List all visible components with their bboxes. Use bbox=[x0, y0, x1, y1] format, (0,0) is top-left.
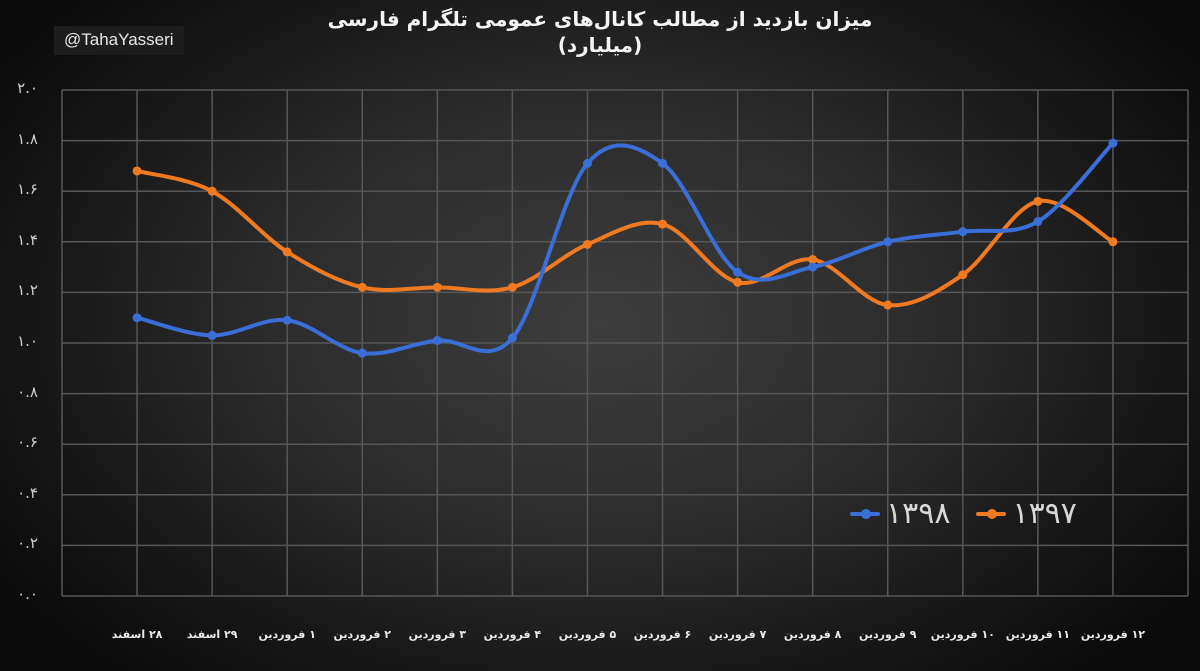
series-line-۱۳۹۸ bbox=[135, 141, 1115, 356]
data-point-marker bbox=[733, 267, 743, 277]
data-point-marker bbox=[132, 313, 142, 323]
data-point-marker bbox=[658, 158, 668, 168]
data-point-marker bbox=[432, 335, 442, 345]
data-point-marker bbox=[958, 227, 968, 237]
y-tick-label: ۰.۶ bbox=[17, 433, 38, 452]
legend-item-1397: ۱۳۹۷ bbox=[976, 496, 1076, 531]
data-point-marker bbox=[1033, 217, 1043, 227]
data-point-marker bbox=[357, 348, 367, 358]
x-tick-label: ۸ فروردین bbox=[783, 628, 842, 641]
x-tick-label: ۲۹ اسفند bbox=[186, 628, 238, 641]
x-tick-label: ۲ فروردین bbox=[333, 628, 391, 641]
chart-title: میزان بازدید از مطالب کانال‌های عمومی تل… bbox=[300, 6, 900, 58]
y-tick-label: ۱.۸ bbox=[17, 129, 38, 148]
y-tick-label: ۱.۶ bbox=[17, 180, 38, 199]
x-tick-label: ۹ فروردین bbox=[858, 628, 917, 641]
y-tick-label: ۱.۴ bbox=[17, 230, 38, 249]
legend: ۱۳۹۸ ۱۳۹۷ bbox=[850, 496, 1077, 531]
y-tick-label: ۰.۸ bbox=[17, 382, 38, 401]
x-tick-label: ۲۸ اسفند bbox=[111, 628, 163, 641]
data-point-marker bbox=[958, 270, 968, 280]
data-point-marker bbox=[207, 186, 217, 196]
x-tick-label: ۴ فروردین bbox=[483, 628, 542, 641]
watermark-handle: @TahaYasseri bbox=[54, 26, 184, 55]
legend-label-1397: ۱۳۹۷ bbox=[1012, 496, 1077, 531]
data-point-marker bbox=[808, 255, 818, 265]
data-point-marker bbox=[507, 282, 517, 292]
data-point-marker bbox=[883, 237, 893, 247]
data-point-marker bbox=[282, 315, 292, 325]
x-tick-label: ۱۱ فروردین bbox=[1005, 628, 1070, 641]
y-tick-label: ۰.۰ bbox=[17, 585, 38, 603]
x-tick-label: ۵ فروردین bbox=[558, 628, 617, 641]
x-tick-label: ۳ فروردین bbox=[408, 628, 467, 641]
data-point-marker bbox=[357, 282, 367, 292]
x-tick-label: ۱ فروردین bbox=[258, 628, 316, 641]
x-tick-label: ۱۰ فروردین bbox=[930, 628, 995, 641]
chart-title-line-2: (میلیارد) bbox=[557, 33, 643, 57]
data-point-marker bbox=[883, 300, 893, 310]
y-tick-label: ۲.۰ bbox=[17, 79, 38, 97]
x-tick-label: ۶ فروردین bbox=[633, 628, 692, 641]
data-point-marker bbox=[432, 282, 442, 292]
y-tick-label: ۰.۲ bbox=[17, 534, 38, 553]
data-point-marker bbox=[658, 219, 668, 229]
y-tick-label: ۱.۲ bbox=[17, 281, 38, 300]
data-point-marker bbox=[582, 158, 592, 168]
data-point-marker bbox=[207, 330, 217, 340]
data-point-marker bbox=[1108, 138, 1118, 148]
chart-title-line-1: میزان بازدید از مطالب کانال‌های عمومی تل… bbox=[327, 7, 873, 31]
data-point-marker bbox=[808, 262, 818, 272]
data-point-marker bbox=[1033, 196, 1043, 206]
data-point-marker bbox=[1108, 237, 1118, 247]
legend-label-1398: ۱۳۹۸ bbox=[886, 496, 951, 531]
data-point-marker bbox=[132, 166, 142, 176]
data-point-marker bbox=[507, 333, 517, 343]
data-point-marker bbox=[733, 277, 743, 287]
y-tick-label: ۱.۰ bbox=[17, 332, 38, 350]
x-tick-label: ۱۲ فروردین bbox=[1080, 628, 1145, 641]
y-tick-label: ۰.۴ bbox=[17, 483, 38, 502]
data-point-marker bbox=[282, 247, 292, 257]
data-point-marker bbox=[582, 239, 592, 249]
x-tick-label: ۷ فروردین bbox=[708, 628, 767, 641]
legend-item-1398: ۱۳۹۸ bbox=[850, 496, 950, 531]
legend-swatch-1397-icon bbox=[976, 508, 1007, 519]
legend-swatch-1398-icon bbox=[850, 508, 880, 519]
